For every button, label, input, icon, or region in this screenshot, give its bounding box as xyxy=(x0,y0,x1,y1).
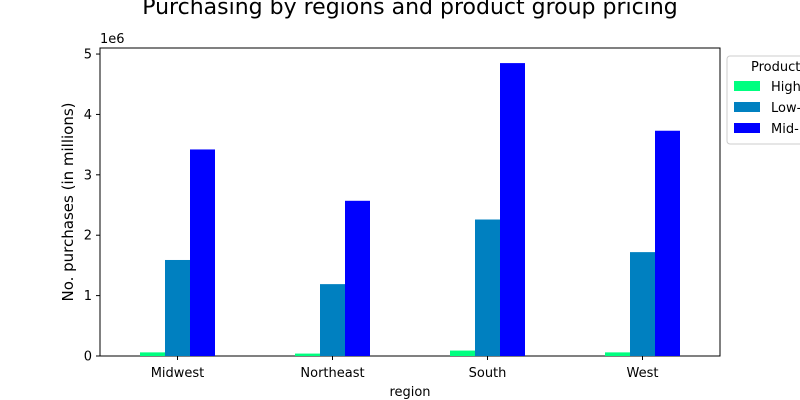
x-axis-ticks: Midwest Northeast South West xyxy=(151,356,659,381)
y-tick-label: 2 xyxy=(84,229,92,244)
bar-low-south xyxy=(475,219,500,356)
bar-low-midwest xyxy=(165,259,190,356)
bar-mid-west xyxy=(655,130,680,356)
legend-swatch xyxy=(734,102,760,112)
legend-entry: High xyxy=(771,80,800,95)
y-tick-label: 4 xyxy=(84,108,92,123)
x-tick-label: Northeast xyxy=(300,366,364,381)
legend-items: High Low- Mid- xyxy=(734,80,800,137)
y-tick-label: 1 xyxy=(84,289,92,304)
x-axis-label: region xyxy=(389,385,430,400)
bar-mid-northeast xyxy=(345,200,370,356)
bar-high-south xyxy=(450,350,475,356)
legend: Product High Low- Mid- xyxy=(726,55,800,145)
legend-title: Product xyxy=(751,60,800,75)
x-tick-label: South xyxy=(469,366,507,381)
x-tick-label: West xyxy=(627,366,659,381)
y-tick-label: 5 xyxy=(84,48,92,63)
legend-entry: Low- xyxy=(771,101,800,116)
bar-low-northeast xyxy=(320,284,345,356)
bar-mid-south xyxy=(500,63,525,357)
y-axis-label: No. purchases (in millions) xyxy=(59,102,77,301)
legend-swatch xyxy=(734,123,760,133)
legend-box xyxy=(726,55,800,145)
legend-swatch xyxy=(734,81,760,91)
chart-title: Purchasing by regions and product group … xyxy=(142,0,678,20)
y-axis-ticks: 0 1 2 3 4 5 xyxy=(84,48,100,365)
bar-low-west xyxy=(630,252,655,356)
bar-high-west xyxy=(605,352,630,356)
y-offset-label: 1e6 xyxy=(100,32,125,47)
y-tick-label: 3 xyxy=(84,168,92,183)
legend-entry: Mid- xyxy=(771,122,799,137)
y-tick-label: 0 xyxy=(84,350,92,365)
bar-high-midwest xyxy=(140,352,165,356)
bar-high-northeast xyxy=(295,353,320,356)
bar-mid-midwest xyxy=(190,149,215,356)
bars-group xyxy=(140,63,680,357)
x-tick-label: Midwest xyxy=(151,366,205,381)
